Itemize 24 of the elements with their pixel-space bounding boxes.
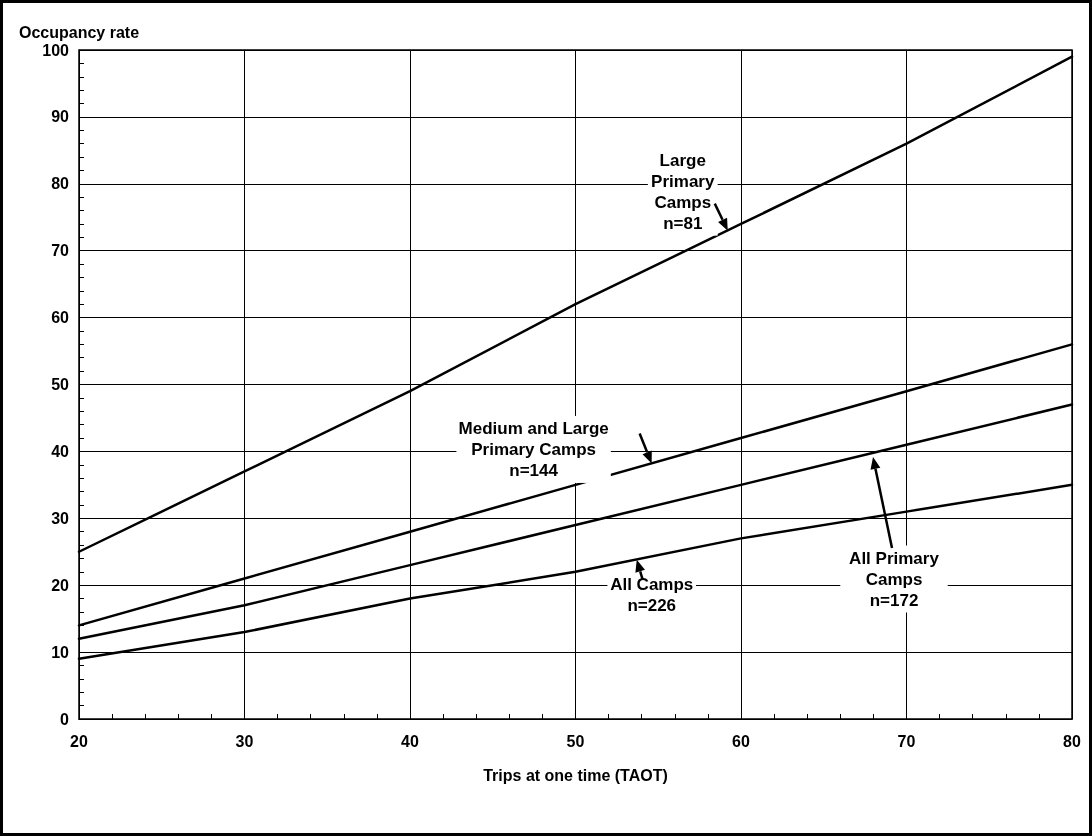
x-tick-label: 20	[70, 732, 88, 750]
y-tick-label: 60	[51, 309, 70, 327]
y-tick-label: 30	[51, 509, 70, 527]
y-tick-label: 70	[51, 242, 70, 260]
x-tick-label: 70	[897, 732, 916, 750]
annotation: All Primary Camps n=172	[849, 549, 940, 610]
y-tick-label: 50	[51, 376, 70, 393]
x-tick-label: 60	[732, 732, 750, 750]
x-tick-label: 40	[401, 732, 419, 750]
x-tick-label: 50	[566, 732, 585, 750]
annotation: Medium and Large Primary Camps n=144	[458, 419, 609, 481]
y-tick-label: 0	[60, 710, 70, 728]
y-tick-label: 40	[51, 442, 70, 460]
y-tick-label: 10	[51, 643, 70, 661]
x-tick-label: 30	[235, 732, 254, 750]
y-tick-label: 90	[51, 108, 70, 126]
y-tick-label: 20	[51, 576, 70, 594]
x-tick-label: 80	[1063, 732, 1081, 750]
y-tick-label: 80	[51, 175, 70, 193]
x-axis-title: Trips at one time (TAOT)	[483, 766, 668, 784]
y-tick-label: 100	[42, 41, 70, 59]
annotation: All Camps n=226	[610, 575, 694, 616]
y-axis-title: Occupancy rate	[19, 23, 140, 41]
annotation: Large Primary Camps n=81	[651, 151, 715, 234]
